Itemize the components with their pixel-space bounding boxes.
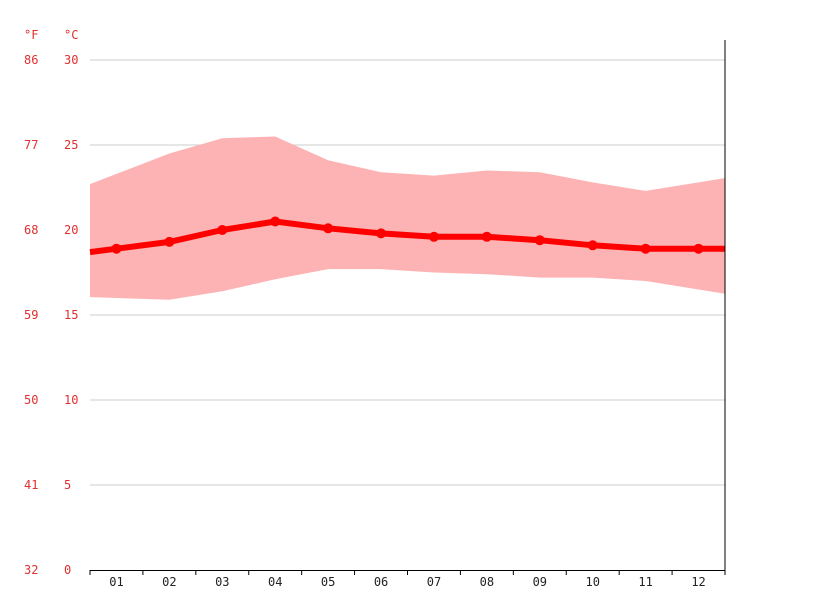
x-tick-label: 07 <box>427 575 441 589</box>
temperature-range-band <box>90 136 725 300</box>
y-tick-label-fahrenheit: 68 <box>24 223 38 237</box>
celsius-unit-label: °C <box>64 28 78 42</box>
average-point <box>534 235 545 246</box>
x-tick-label: 08 <box>480 575 494 589</box>
y-tick-label-fahrenheit: 50 <box>24 393 38 407</box>
y-tick-label-celsius: 15 <box>64 308 78 322</box>
x-tick-label: 04 <box>268 575 282 589</box>
average-point <box>217 225 228 235</box>
x-tick-label: 09 <box>533 575 547 589</box>
average-temperature-points <box>111 216 704 254</box>
average-point <box>376 228 387 239</box>
average-point <box>270 216 281 227</box>
y-tick-label-fahrenheit: 77 <box>24 138 38 152</box>
x-tick-label: 02 <box>162 575 176 589</box>
average-point <box>428 231 439 242</box>
y-tick-label-fahrenheit: 59 <box>24 308 38 322</box>
y-tick-label-celsius: 30 <box>64 53 78 67</box>
y-tick-label-celsius: 5 <box>64 478 71 492</box>
y-tick-label-fahrenheit: 32 <box>24 563 38 577</box>
y-tick-label-fahrenheit: 41 <box>24 478 38 492</box>
average-point <box>640 243 651 254</box>
average-temperature-line <box>89 218 725 256</box>
x-tick-label: 01 <box>109 575 123 589</box>
y-tick-label-celsius: 10 <box>64 393 78 407</box>
x-tick-label: 12 <box>691 575 705 589</box>
y-axis-ticks: 86 30 77 25 68 20 59 15 50 10 41 5 32 0 <box>24 53 78 577</box>
y-tick-label-celsius: 0 <box>64 563 71 577</box>
x-tick-label: 03 <box>215 575 229 589</box>
x-axis-ticks: 01 02 03 04 05 06 07 08 09 10 11 12 <box>89 570 726 589</box>
average-point <box>111 243 122 254</box>
x-tick-label: 10 <box>585 575 599 589</box>
y-tick-label-celsius: 25 <box>64 138 78 152</box>
average-point <box>164 236 175 247</box>
x-tick-label: 05 <box>321 575 335 589</box>
average-point <box>587 240 598 251</box>
x-tick-label: 11 <box>638 575 652 589</box>
y-tick-label-celsius: 20 <box>64 223 78 237</box>
x-tick-label: 06 <box>374 575 388 589</box>
average-point <box>481 231 492 242</box>
average-point <box>693 243 704 254</box>
average-point <box>323 223 334 234</box>
fahrenheit-unit-label: °F <box>24 28 38 42</box>
y-tick-label-fahrenheit: 86 <box>24 53 38 67</box>
